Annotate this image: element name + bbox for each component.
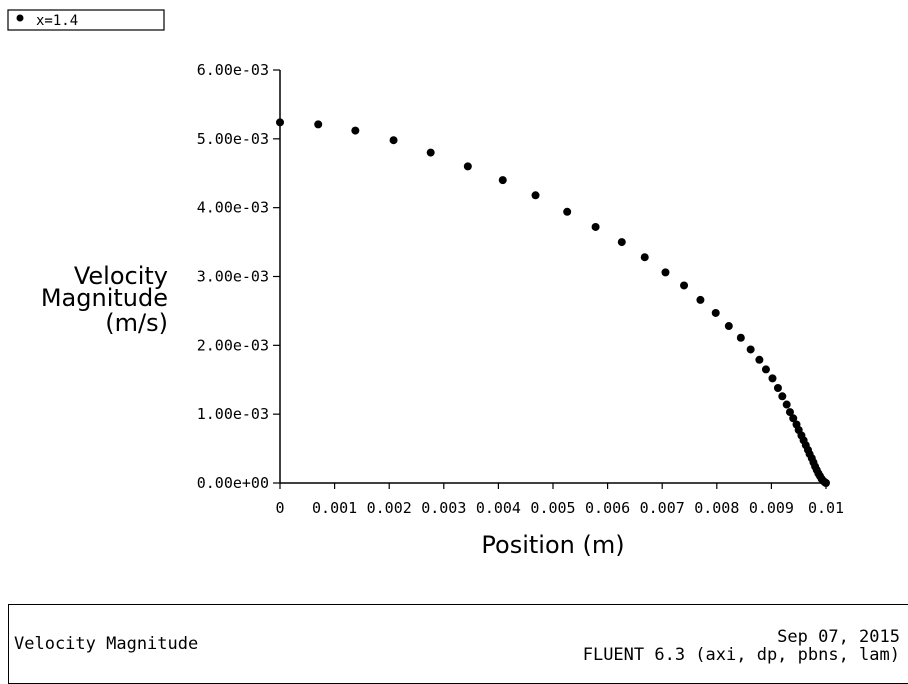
data-point: [351, 126, 360, 135]
x-axis-title: Position (m): [481, 531, 624, 559]
legend-box: [7, 9, 165, 31]
data-point: [531, 191, 540, 200]
y-axis-title-line-1: Velocity: [74, 262, 168, 290]
x-axis-ticks: 0 0.001 0.002 0.003 0.004 0.005 0.006 0.007 0.00…: [275, 483, 844, 517]
data-point: [498, 176, 507, 185]
data-point: [761, 365, 770, 374]
x-tick-label: 0.003: [421, 499, 466, 517]
y-tick-label: 5.00e-03: [197, 130, 269, 148]
x-tick-label: 0.008: [694, 499, 739, 517]
data-point: [680, 281, 689, 290]
x-tick-label: 0.006: [585, 499, 630, 517]
y-axis-title: Velocity Magnitude (m/s): [41, 262, 168, 337]
data-point: [640, 253, 649, 262]
data-point: [822, 479, 830, 487]
data-point: [782, 400, 791, 409]
data-point: [736, 333, 745, 342]
data-point: [591, 222, 600, 231]
y-axis-title-line-2: Magnitude: [41, 284, 168, 312]
data-point: [785, 408, 794, 417]
legend-label: x=1.4: [36, 13, 78, 29]
footer-software: FLUENT 6.3 (axi, dp, pbns, lam): [582, 645, 900, 665]
data-series: [276, 118, 830, 487]
data-point: [789, 414, 798, 423]
x-tick-label: 0.005: [530, 499, 575, 517]
data-point: [768, 374, 777, 383]
y-tick-label: 3.00e-03: [197, 268, 269, 286]
footer-title: Velocity Magnitude: [14, 634, 199, 654]
xy-plot: x=1.4 0.00e+00 1.00e-03 2.00e-03 3.00e-03 4.…: [7, 9, 844, 559]
x-tick-label: 0.009: [749, 499, 794, 517]
data-point: [563, 207, 572, 216]
x-tick-label: 0: [275, 499, 284, 517]
x-tick-label: 0.001: [312, 499, 357, 517]
footer-info: Sep 07, 2015 FLUENT 6.3 (axi, dp, pbns, …: [583, 628, 900, 664]
footer-date: Sep 07, 2015: [777, 627, 900, 647]
data-point: [755, 355, 764, 364]
y-tick-label: 2.00e-03: [197, 336, 269, 354]
legend: x=1.4: [7, 9, 165, 31]
data-point: [463, 162, 472, 171]
y-axis-title-line-3: (m/s): [105, 309, 168, 337]
data-point: [711, 308, 720, 317]
y-tick-label: 4.00e-03: [197, 199, 269, 217]
y-tick-label: 0.00e+00: [197, 474, 269, 492]
y-axis-ticks: 0.00e+00 1.00e-03 2.00e-03 3.00e-03 4.00e-03…: [197, 61, 280, 492]
data-point: [696, 295, 705, 304]
data-point: [724, 322, 733, 331]
data-point: [661, 268, 670, 277]
x-tick-label: 0.01: [808, 499, 844, 517]
y-tick-label: 6.00e-03: [197, 61, 269, 79]
x-tick-label: 0.002: [367, 499, 412, 517]
x-tick-label: 0.007: [640, 499, 685, 517]
data-point: [746, 345, 755, 354]
x-tick-label: 0.004: [476, 499, 521, 517]
legend-marker: [16, 14, 24, 22]
data-point: [617, 238, 626, 247]
data-point: [389, 136, 398, 145]
data-point: [314, 120, 323, 129]
y-tick-label: 1.00e-03: [197, 405, 269, 423]
data-point: [426, 148, 435, 157]
data-point: [778, 392, 787, 401]
axes: [279, 70, 826, 484]
data-point: [276, 118, 284, 127]
data-point: [773, 384, 782, 393]
